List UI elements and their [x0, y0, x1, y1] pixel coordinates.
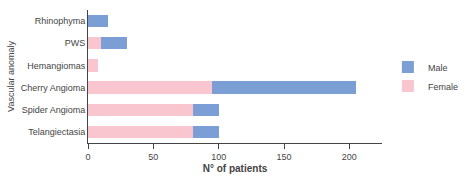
svg-text:PWS: PWS [65, 38, 86, 48]
svg-text:Vascular anomaly: Vascular anomaly [6, 41, 16, 112]
svg-text:Spider Angioma: Spider Angioma [22, 105, 86, 115]
svg-text:100: 100 [211, 152, 226, 162]
svg-text:0: 0 [85, 152, 90, 162]
svg-text:Male: Male [428, 63, 448, 73]
svg-text:Telangiectasia: Telangiectasia [28, 127, 85, 137]
svg-text:Cherry Angioma: Cherry Angioma [21, 83, 86, 93]
svg-text:N° of patients: N° of patients [203, 163, 268, 174]
svg-text:Hemangiomas: Hemangiomas [27, 61, 86, 71]
svg-text:50: 50 [148, 152, 158, 162]
svg-text:Rhinophyma: Rhinophyma [35, 16, 86, 26]
svg-text:150: 150 [276, 152, 291, 162]
svg-text:Female: Female [428, 82, 458, 92]
svg-text:200: 200 [342, 152, 357, 162]
